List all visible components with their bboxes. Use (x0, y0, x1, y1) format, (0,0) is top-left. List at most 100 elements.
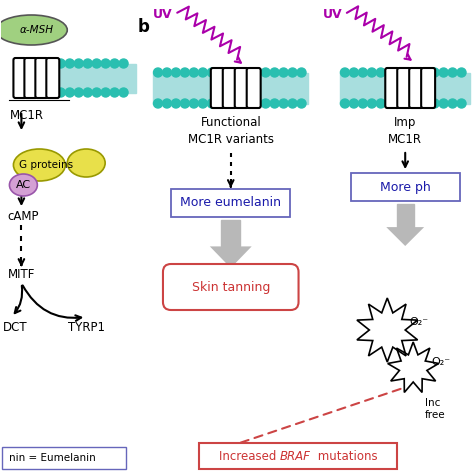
Circle shape (297, 99, 306, 108)
FancyBboxPatch shape (397, 68, 411, 108)
Circle shape (439, 68, 448, 77)
Polygon shape (210, 246, 252, 268)
Circle shape (261, 68, 270, 77)
Bar (56, 64, 136, 92)
Circle shape (56, 59, 65, 68)
Circle shape (421, 68, 430, 77)
Circle shape (457, 68, 466, 77)
FancyBboxPatch shape (351, 173, 460, 201)
Circle shape (172, 68, 181, 77)
Text: TYRP1: TYRP1 (68, 321, 105, 334)
Text: DCT: DCT (3, 321, 28, 334)
Circle shape (367, 99, 376, 108)
Circle shape (225, 68, 234, 77)
FancyBboxPatch shape (409, 68, 423, 108)
Circle shape (190, 99, 198, 108)
Circle shape (234, 99, 243, 108)
Circle shape (430, 68, 439, 77)
Text: UV: UV (323, 8, 342, 21)
Text: Increased: Increased (219, 449, 280, 463)
Circle shape (172, 99, 181, 108)
Circle shape (394, 68, 403, 77)
Circle shape (83, 59, 92, 68)
Circle shape (252, 68, 261, 77)
FancyBboxPatch shape (421, 68, 435, 108)
Bar (340, 73, 470, 103)
Circle shape (56, 88, 65, 97)
Circle shape (367, 68, 376, 77)
Circle shape (439, 99, 448, 108)
Circle shape (340, 99, 349, 108)
Circle shape (74, 88, 83, 97)
Circle shape (216, 68, 225, 77)
Text: AC: AC (16, 180, 31, 190)
Circle shape (243, 68, 252, 77)
FancyBboxPatch shape (2, 447, 126, 469)
FancyBboxPatch shape (199, 443, 397, 469)
FancyBboxPatch shape (46, 58, 59, 98)
Circle shape (101, 59, 110, 68)
Circle shape (198, 68, 207, 77)
Circle shape (421, 99, 430, 108)
Bar (397, 204, 414, 227)
Circle shape (430, 99, 439, 108)
FancyBboxPatch shape (385, 68, 399, 108)
FancyBboxPatch shape (163, 264, 299, 310)
Circle shape (403, 99, 412, 108)
Text: O₂⁻: O₂⁻ (431, 357, 450, 367)
Circle shape (457, 99, 466, 108)
Circle shape (92, 88, 101, 97)
Circle shape (65, 88, 74, 97)
Text: UV: UV (153, 8, 173, 21)
Circle shape (65, 59, 74, 68)
Circle shape (279, 99, 288, 108)
Circle shape (207, 68, 216, 77)
Circle shape (358, 68, 367, 77)
Circle shape (288, 68, 297, 77)
Circle shape (225, 99, 234, 108)
Text: G proteins: G proteins (19, 160, 73, 170)
Text: MC1R: MC1R (9, 109, 44, 122)
Circle shape (198, 99, 207, 108)
Circle shape (74, 59, 83, 68)
Circle shape (110, 59, 119, 68)
Text: Imp
MC1R: Imp MC1R (388, 116, 422, 146)
Circle shape (385, 68, 394, 77)
Text: cAMP: cAMP (8, 210, 39, 224)
FancyBboxPatch shape (36, 58, 48, 98)
FancyBboxPatch shape (172, 189, 290, 217)
Circle shape (243, 99, 252, 108)
Text: mutations: mutations (314, 449, 378, 463)
Circle shape (83, 88, 92, 97)
Circle shape (448, 68, 457, 77)
Circle shape (101, 88, 110, 97)
Circle shape (154, 99, 163, 108)
Circle shape (448, 99, 457, 108)
Circle shape (154, 68, 163, 77)
Circle shape (349, 99, 358, 108)
Text: BRAF: BRAF (280, 449, 311, 463)
Circle shape (270, 68, 279, 77)
Circle shape (252, 99, 261, 108)
FancyBboxPatch shape (223, 68, 237, 108)
Text: Functional
MC1R variants: Functional MC1R variants (188, 116, 274, 146)
Text: More ph: More ph (380, 181, 430, 193)
FancyBboxPatch shape (211, 68, 225, 108)
Circle shape (376, 68, 385, 77)
Circle shape (358, 99, 367, 108)
Circle shape (216, 99, 225, 108)
Circle shape (163, 68, 172, 77)
Bar (154, 73, 308, 103)
Circle shape (279, 68, 288, 77)
Polygon shape (386, 227, 424, 246)
Circle shape (119, 59, 128, 68)
Circle shape (297, 68, 306, 77)
Circle shape (412, 68, 421, 77)
Circle shape (181, 68, 190, 77)
Text: MITF: MITF (8, 268, 35, 282)
Text: nin = Eumelanin: nin = Eumelanin (9, 453, 96, 463)
Text: O₂⁻: O₂⁻ (409, 317, 428, 327)
Circle shape (403, 68, 412, 77)
Circle shape (190, 68, 198, 77)
Circle shape (270, 99, 279, 108)
